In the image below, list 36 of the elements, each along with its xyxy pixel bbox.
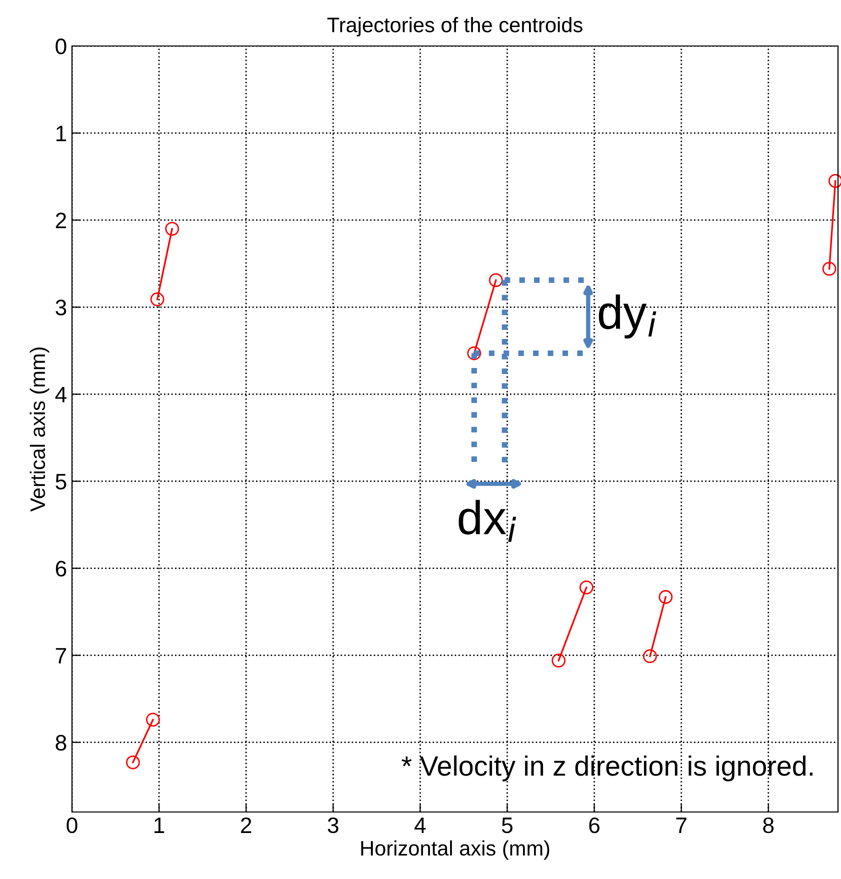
point — [822, 262, 836, 276]
point — [552, 654, 566, 668]
y-tick-label: 6 — [56, 560, 66, 577]
y-tick-label: 8 — [56, 734, 66, 751]
point — [165, 222, 180, 236]
point — [146, 712, 160, 727]
y-axis-title: Vertical axis (mm) — [30, 348, 50, 512]
point — [658, 590, 673, 604]
y-tick-label: 7 — [56, 648, 66, 664]
y-tick-label: 5 — [56, 474, 66, 490]
x-tick-label: 6 — [589, 817, 600, 834]
x-tick-label: 1 — [154, 818, 164, 833]
point — [126, 755, 140, 770]
x-tick-label: 3 — [328, 817, 338, 834]
point — [150, 292, 164, 306]
x-axis-title: Horizontal axis (mm) — [361, 840, 550, 860]
chart-title: Trajectories of the centroids — [327, 17, 582, 36]
x-tick-label: 8 — [763, 817, 774, 834]
x-tick-label: 2 — [241, 817, 252, 833]
y-tick-label: 3 — [56, 300, 66, 316]
x-tick-label: 5 — [502, 818, 512, 834]
point — [579, 580, 594, 594]
point — [643, 649, 657, 664]
point — [467, 346, 482, 360]
point — [828, 174, 841, 188]
y-tick-label: 1 — [56, 126, 66, 142]
point — [488, 273, 503, 288]
y-tick-label: 4 — [55, 386, 66, 402]
y-tick-label: 2 — [56, 212, 66, 228]
y-tick-label: 0 — [56, 38, 66, 54]
x-tick-label: 7 — [676, 818, 686, 833]
x-tick-label: 0 — [66, 817, 78, 834]
annotation: * Velocity in z direction is ignored. — [402, 755, 813, 782]
annotation: dy$_{i}$ — [598, 294, 656, 339]
annotation: dx$_{i}$ — [458, 500, 516, 542]
x-tick-label: 4 — [414, 818, 426, 833]
